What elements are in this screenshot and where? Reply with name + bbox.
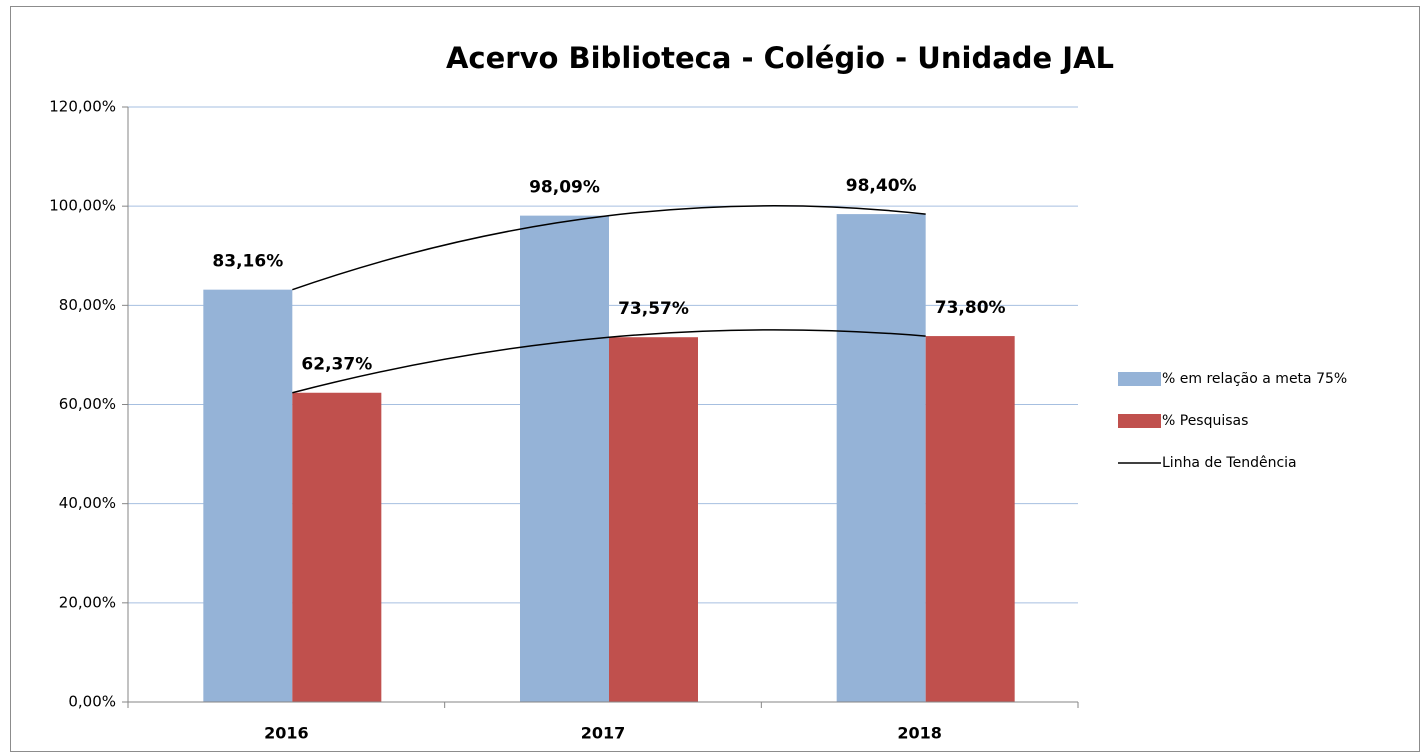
y-tick-label: 80,00%: [59, 296, 116, 314]
chart-border: [10, 6, 1420, 752]
data-label: 83,16%: [212, 252, 283, 272]
legend-swatch: [1118, 414, 1161, 428]
y-tick-label: 100,00%: [49, 197, 116, 215]
data-label: 98,40%: [846, 176, 917, 196]
y-tick-label: 120,00%: [49, 98, 116, 116]
bar: [292, 392, 382, 702]
trend-line: [292, 205, 926, 291]
data-label: 73,57%: [618, 299, 689, 319]
data-label: 98,09%: [529, 178, 600, 198]
bar: [609, 337, 698, 702]
trend-line: [292, 329, 926, 394]
data-label: 73,80%: [935, 298, 1006, 318]
x-tick-label: 2017: [581, 724, 626, 743]
bar: [925, 336, 1015, 702]
data-label: 62,37%: [301, 355, 372, 375]
y-tick-label: 20,00%: [59, 593, 116, 611]
legend-label: % em relação a meta 75%: [1162, 371, 1347, 387]
legend-label: % Pesquisas: [1162, 413, 1248, 429]
bar: [203, 289, 293, 702]
bar: [520, 215, 609, 702]
legend-label: Linha de Tendência: [1162, 455, 1297, 471]
x-tick-label: 2018: [897, 724, 942, 743]
chart-title: Acervo Biblioteca - Colégio - Unidade JA…: [446, 41, 1114, 75]
x-tick-label: 2016: [264, 724, 309, 743]
y-tick-label: 0,00%: [68, 693, 116, 711]
y-tick-label: 60,00%: [59, 395, 116, 413]
y-tick-label: 40,00%: [59, 494, 116, 512]
legend-swatch: [1118, 372, 1161, 386]
bar: [836, 214, 926, 702]
